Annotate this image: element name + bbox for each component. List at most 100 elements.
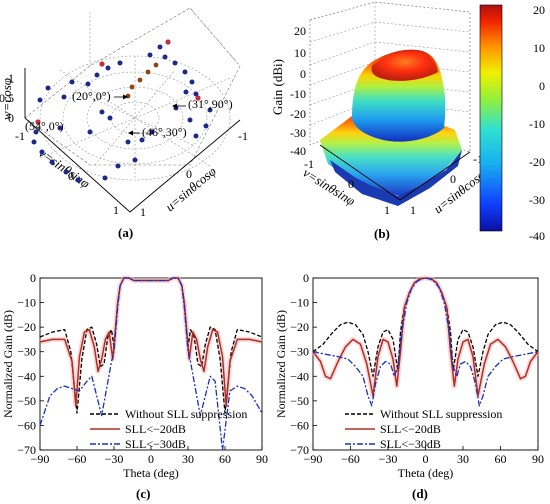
cbar-tick-neg10: -10 [529,117,545,131]
panel-a-annotations: (20°,0°) (31°,90°) (54°,0°) (46°,30°) [25,89,233,139]
x-tick-label: −30 [105,452,124,466]
y-tick-label: −60 [290,418,309,432]
annotation-20-0: (20°,0°) [72,89,111,103]
scan-point [162,54,168,60]
legend-label-s30: SLL<−30dB [125,437,186,451]
scan-point-red [165,39,171,45]
b-u-tick-neg1: -1 [473,152,483,166]
w-axis-ticks: 1 0.5 0 [0,71,14,125]
y-tick-label: −40 [290,369,309,383]
scan-point-brown [137,77,143,83]
scan-point [75,177,81,183]
b-v-tick-0: 0 [348,177,354,191]
scan-point [125,139,131,145]
scan-point [37,97,43,103]
u-tick-0: 0 [186,167,192,181]
annotation-arrowhead [123,94,128,100]
cbar-tick-neg20: -20 [529,155,545,169]
v-tick-neg1: -1 [15,129,25,143]
x-tick-label: −30 [379,452,398,466]
scan-point [132,157,138,163]
surface-skirt [330,150,462,206]
scan-point [102,175,108,181]
scan-point-brown [153,62,159,68]
panel-d-label: (d) [412,486,428,501]
panel-c-pattern-plot: −90 −60 −30 0 30 60 90 0 −10 −20 −30 −40 −50 −60 −70 Th… [1,271,268,501]
z-axis-label: Gain (dBi) [270,59,285,115]
y-tick-label: −50 [17,394,36,408]
y-tick-label: −20 [17,320,36,334]
scan-point [105,65,111,71]
scan-point [85,81,91,87]
panel-b-label: (b) [374,226,390,241]
scan-point [31,139,37,145]
annotation-31-90: (31°,90°) [188,97,233,111]
annotation-arrowhead [128,130,133,136]
scan-point [172,60,178,66]
annotation-46-30: (46°,30°) [142,125,187,139]
z-tick-neg20: -20 [290,107,306,121]
x-axis-label: Theta (deg) [398,466,454,480]
scan-point-red [99,61,105,67]
z-tick-20: 20 [294,24,306,38]
panel-b-gain-surface: 20 10 0 -10 -20 -30 -40 Gain (dBi) -1 0 … [270,1,545,243]
u-tick-neg1: -1 [238,129,248,143]
scan-point [99,109,105,115]
x-tick-label: 90 [256,452,268,466]
panel-a-grid [24,7,241,181]
panel-a-label: (a) [118,225,133,240]
legend-label-s30: SLL<−30dB [380,437,441,451]
scan-point [61,94,67,100]
panel-c-label: (c) [136,486,150,501]
scan-point [147,52,153,58]
b-u-tick-0: 0 [450,172,456,186]
scan-point [182,69,188,75]
v-tick-1: 1 [113,203,119,217]
w-tick-0: 0 [8,111,14,125]
x-tick-label: 90 [532,452,544,466]
scan-point [203,123,209,129]
scan-point-red [195,95,201,101]
y-tick-label: −70 [290,443,309,457]
y-tick-label: −30 [17,345,36,359]
x-tick-label: −90 [304,452,323,466]
cbar-tick-neg30: -30 [529,193,545,207]
x-tick-label: 60 [219,452,231,466]
scan-point [117,60,123,66]
annotation-54-0: (54°,0°) [25,119,64,133]
u-tick-1: 1 [140,205,146,219]
scan-point [157,44,163,50]
cbar-tick-0: 0 [539,79,545,93]
cbar-tick-20: 20 [533,3,545,17]
w-tick-1: 1 [8,71,14,85]
legend-label-s20: SLL<−20dB [125,422,186,436]
y-tick-label: −70 [17,443,36,457]
x-tick-label: 0 [148,452,154,466]
legend-label-none: Without SLL suppression [125,407,247,421]
v-tick-0: 0 [68,169,74,183]
cbar-tick-10: 10 [533,41,545,55]
x-tick-label: 30 [182,452,194,466]
scan-point [115,163,121,169]
scan-point [33,129,39,135]
series-line-none [39,277,263,414]
scan-point [87,129,93,135]
scan-point [207,107,213,113]
panel-d-pattern-plot: −90 −60 −30 0 30 60 90 0 −10 −20 −30 −40 −50 −60 −70 Th… [274,271,544,501]
scan-point [63,169,69,175]
z-tick-10: 10 [294,46,306,60]
x-axis-label: Theta (deg) [123,466,179,480]
z-tick-neg30: -30 [290,126,306,140]
scan-point [139,137,145,143]
y-tick-label: −10 [290,296,309,310]
scan-point-red [35,119,41,125]
panel-a-frame [24,68,241,213]
scan-point [49,159,55,165]
legend-label-s20: SLL<−20dB [380,422,441,436]
legend-label-none: Without SLL suppression [380,407,502,421]
panel-d-legend: Without SLL suppression SLL<−20dB SLL<−3… [345,407,502,451]
series-halo-s20 [311,275,540,399]
scan-point-brown [145,69,151,75]
colorbar [479,4,503,232]
y-tick-label: −10 [17,296,36,310]
